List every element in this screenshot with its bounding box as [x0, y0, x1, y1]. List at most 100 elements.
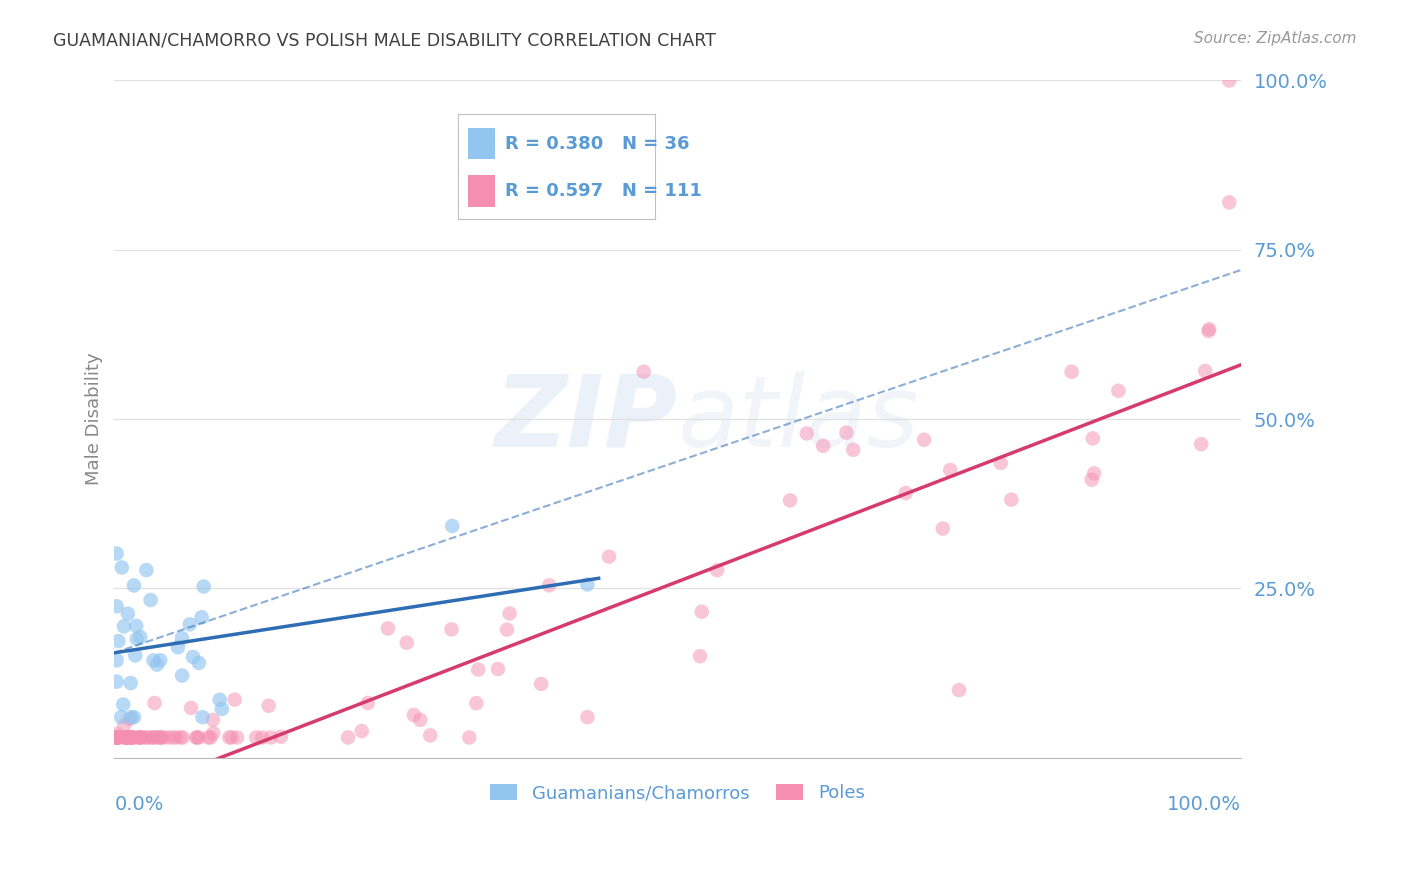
Point — [948, 683, 970, 698]
Point — [125, 619, 148, 633]
Point — [990, 456, 1012, 470]
Point — [117, 607, 139, 621]
Point — [124, 648, 146, 663]
Point — [190, 610, 212, 624]
Point — [201, 713, 224, 727]
Point — [135, 731, 157, 745]
Point — [172, 731, 194, 745]
Point — [105, 599, 128, 614]
Point — [538, 578, 561, 592]
Point — [105, 547, 128, 561]
Point — [835, 425, 858, 440]
Point — [148, 731, 170, 745]
Point — [811, 439, 834, 453]
Point — [191, 710, 214, 724]
Point — [1218, 73, 1240, 87]
Point — [357, 696, 380, 710]
Point — [187, 656, 209, 670]
Point — [200, 731, 222, 745]
Point — [105, 674, 128, 689]
Point — [105, 731, 128, 745]
Point — [105, 731, 128, 745]
Point — [122, 578, 145, 592]
Text: 100.0%: 100.0% — [1167, 795, 1240, 814]
Point — [193, 580, 215, 594]
Point — [1081, 431, 1104, 445]
Point — [121, 731, 143, 745]
Point — [112, 619, 135, 633]
Point — [633, 365, 655, 379]
Point — [197, 731, 219, 745]
Point — [121, 731, 143, 745]
Point — [894, 486, 917, 500]
Point — [1194, 364, 1216, 378]
Point — [125, 632, 148, 646]
Point — [257, 698, 280, 713]
Point — [465, 696, 488, 710]
Point — [112, 698, 135, 712]
Point — [145, 731, 167, 745]
Point — [779, 493, 801, 508]
Point — [107, 731, 129, 745]
Point — [337, 731, 360, 745]
Point — [135, 731, 157, 745]
Point — [419, 728, 441, 742]
Point — [105, 731, 128, 745]
Point — [120, 676, 142, 690]
Point — [270, 730, 292, 744]
Point — [150, 731, 173, 745]
Point — [162, 731, 184, 745]
Point — [498, 607, 520, 621]
Point — [377, 622, 399, 636]
Point — [208, 692, 231, 706]
Point — [149, 731, 172, 745]
Point — [122, 731, 145, 745]
Point — [530, 677, 553, 691]
Point — [402, 708, 425, 723]
Point — [245, 731, 267, 745]
Point — [458, 731, 481, 745]
Point — [115, 731, 138, 745]
Point — [169, 731, 191, 745]
Point — [1218, 195, 1240, 210]
Point — [149, 653, 172, 667]
Point — [117, 731, 139, 745]
Point — [142, 731, 165, 745]
Point — [105, 653, 128, 667]
Point — [260, 731, 283, 745]
Point — [221, 731, 243, 745]
Point — [1189, 437, 1212, 451]
Legend: Guamanians/Chamorros, Poles: Guamanians/Chamorros, Poles — [482, 777, 872, 810]
Point — [115, 731, 138, 745]
Point — [1198, 322, 1220, 336]
Point — [912, 433, 935, 447]
Point — [114, 731, 136, 745]
Point — [211, 702, 233, 716]
Point — [576, 577, 599, 591]
Point — [1060, 365, 1083, 379]
Point — [122, 710, 145, 724]
Point — [157, 731, 180, 745]
Point — [467, 663, 489, 677]
Point — [128, 731, 150, 745]
Point — [107, 731, 129, 745]
Point — [115, 731, 138, 745]
Text: Source: ZipAtlas.com: Source: ZipAtlas.com — [1194, 31, 1357, 46]
Point — [1197, 324, 1219, 338]
Text: GUAMANIAN/CHAMORRO VS POLISH MALE DISABILITY CORRELATION CHART: GUAMANIAN/CHAMORRO VS POLISH MALE DISABI… — [53, 31, 716, 49]
Point — [110, 731, 132, 745]
Point — [409, 713, 432, 727]
Point — [146, 657, 169, 672]
Point — [842, 442, 865, 457]
Point — [128, 731, 150, 745]
Point — [1080, 473, 1102, 487]
Point — [350, 724, 373, 739]
Point — [129, 630, 152, 644]
Point — [121, 731, 143, 745]
Point — [107, 634, 129, 648]
Point — [202, 726, 225, 740]
Point — [111, 560, 134, 574]
Point — [118, 712, 141, 726]
Point — [250, 731, 273, 745]
Point — [187, 731, 209, 745]
